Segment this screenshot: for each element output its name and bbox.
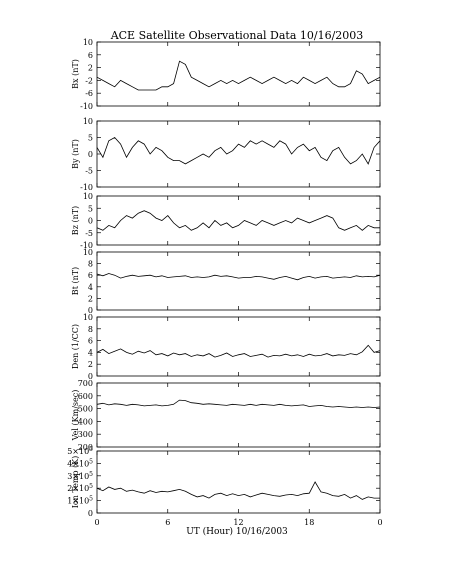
data-series-line bbox=[96, 481, 380, 500]
y-tick-label: 0 bbox=[88, 150, 93, 159]
x-tick-label: 18 bbox=[304, 518, 314, 527]
y-axis-label: Bx (nT) bbox=[71, 59, 80, 89]
y-tick-label: 6 bbox=[88, 51, 93, 60]
y-tick-label: 8 bbox=[88, 325, 93, 334]
y-tick-label: 0 bbox=[88, 306, 93, 315]
y-axis-label: Bz (nT) bbox=[71, 206, 80, 235]
panel-2: -10 -5 0 5 10 By (nT) bbox=[71, 117, 381, 192]
data-series-line bbox=[96, 60, 381, 91]
y-tick-label: 0 bbox=[88, 372, 93, 381]
y-tick-label: 10 bbox=[83, 248, 93, 257]
y-tick-label: -6 bbox=[85, 89, 93, 98]
y-tick-label: -10 bbox=[80, 241, 93, 250]
data-series-line bbox=[96, 399, 381, 408]
y-axis-label: Den (1/CC) bbox=[71, 324, 80, 369]
x-tick-label: 0 bbox=[94, 518, 99, 527]
y-tick-label: 5 bbox=[88, 204, 93, 213]
y-tick-label: 400 bbox=[78, 417, 93, 426]
y-tick-label: 10 bbox=[83, 192, 93, 201]
y-tick-label: 10 bbox=[83, 38, 93, 47]
panels: -10 -6 -2 2 6 10 Bx (nT) -10 -5 0 5 10 By (nT) -10 -5 0… bbox=[67, 38, 381, 518]
y-tick-label: 300 bbox=[78, 430, 93, 439]
y-tick-label: 4×105 bbox=[67, 458, 93, 468]
x-tick-label: 0 bbox=[377, 518, 382, 527]
y-tick-label: 4 bbox=[88, 283, 93, 292]
x-axis-label: UT (Hour) 10/16/2003 bbox=[186, 526, 288, 537]
x-tick-labels: 0 6 12 18 0 bbox=[94, 518, 382, 527]
y-tick-label: 5×105 bbox=[67, 446, 93, 456]
data-series-line bbox=[96, 344, 381, 358]
panel-frame bbox=[96, 120, 381, 188]
panel-4: 0 2 4 6 8 10 Bt (nT) bbox=[71, 248, 381, 315]
x-tick-label: 12 bbox=[233, 518, 243, 527]
y-tick-label: 2×105 bbox=[67, 483, 93, 493]
y-tick-label: 10 bbox=[83, 313, 93, 322]
y-axis-label: Bt (nT) bbox=[71, 267, 80, 295]
y-tick-label: 2 bbox=[88, 360, 93, 369]
panel-frame bbox=[96, 316, 381, 377]
y-tick-label: 500 bbox=[78, 405, 93, 414]
y-tick-label: -10 bbox=[80, 183, 93, 192]
y-tick-label: 2 bbox=[88, 64, 93, 73]
data-series-line bbox=[96, 273, 381, 281]
y-tick-label: 0 bbox=[88, 217, 93, 226]
x-tick-label: 6 bbox=[165, 518, 170, 527]
y-tick-label: -5 bbox=[85, 229, 93, 238]
panel-frame bbox=[96, 41, 381, 107]
data-series-line bbox=[96, 210, 380, 231]
y-tick-label: 2 bbox=[88, 294, 93, 303]
figure-title: ACE Satellite Observational Data 10/16/2… bbox=[110, 29, 364, 42]
y-tick-label: 0 bbox=[88, 509, 93, 518]
panel-1: -10 -6 -2 2 6 10 Bx (nT) bbox=[71, 38, 381, 111]
y-tick-label: 3×105 bbox=[67, 471, 93, 481]
y-tick-label: -2 bbox=[85, 76, 93, 85]
y-tick-label: 200 bbox=[78, 443, 93, 452]
panel-frame bbox=[96, 450, 381, 514]
y-tick-label: 6 bbox=[88, 337, 93, 346]
y-tick-label: 6 bbox=[88, 271, 93, 280]
panel-frame bbox=[96, 195, 381, 246]
y-tick-label: -10 bbox=[80, 102, 93, 111]
panel-6: 200 300 400 500 600 700 Vel (Km/sec) bbox=[71, 379, 381, 452]
data-series-line bbox=[96, 136, 381, 165]
panel-frame bbox=[96, 382, 381, 448]
y-axis-label: By (nT) bbox=[71, 139, 80, 169]
panel-frame bbox=[96, 251, 381, 311]
y-tick-label: 4 bbox=[88, 348, 93, 357]
y-axis-label: Vel (Km/sec) bbox=[71, 390, 80, 442]
y-tick-label: 8 bbox=[88, 260, 93, 269]
y-tick-label: 600 bbox=[78, 392, 93, 401]
y-tick-label: -5 bbox=[85, 167, 93, 176]
y-tick-label: 10 bbox=[83, 117, 93, 126]
y-tick-label: 1×105 bbox=[67, 496, 93, 506]
y-tick-label: 5 bbox=[88, 134, 93, 143]
y-axis-label: Ion Temp (K) bbox=[71, 456, 80, 509]
y-tick-label: 700 bbox=[78, 379, 93, 388]
